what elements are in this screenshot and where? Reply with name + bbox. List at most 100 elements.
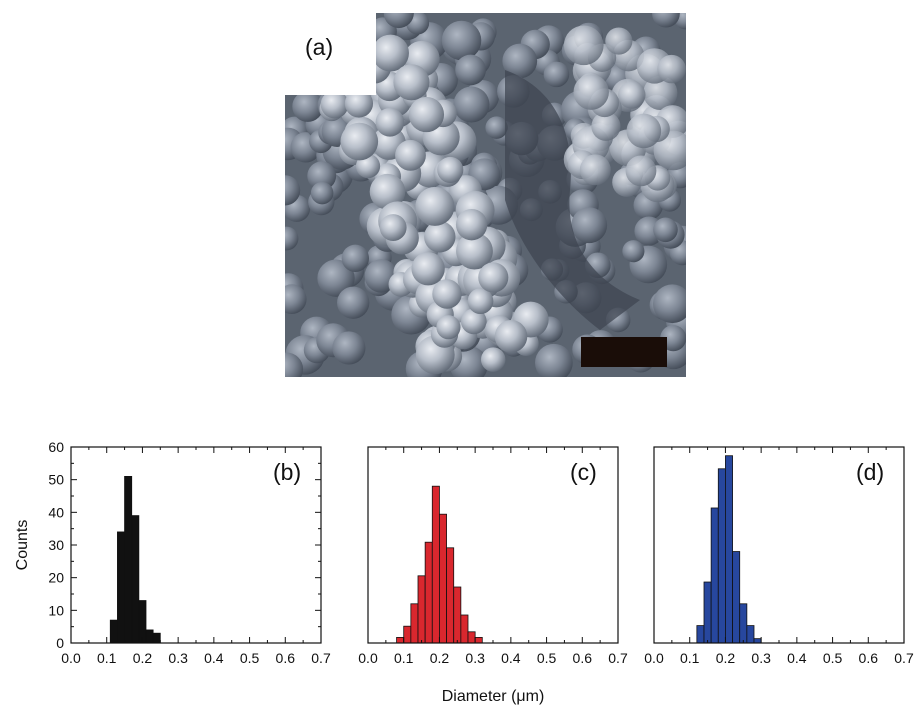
sem-particle bbox=[467, 288, 494, 315]
sem-particle bbox=[455, 208, 488, 241]
sem-particle bbox=[455, 54, 486, 86]
y-tick-label: 0 bbox=[56, 635, 64, 651]
sem-particle bbox=[395, 139, 426, 171]
histogram-c: 0.0 0.1 0.2 0.3 0.4 0.5 0.6 0.7 (c) bbox=[358, 446, 628, 666]
x-tick-label: 0.2 bbox=[716, 650, 736, 666]
x-tick-label: 0.6 bbox=[859, 650, 879, 666]
sem-particle bbox=[605, 27, 633, 55]
x-tick-label: 0.6 bbox=[276, 650, 296, 666]
sem-particle bbox=[344, 89, 374, 118]
x-tick-label: 0.1 bbox=[680, 650, 700, 666]
sem-particle bbox=[478, 262, 509, 293]
histogram-bar bbox=[753, 638, 762, 644]
histogram-bar bbox=[138, 600, 147, 644]
histogram-bar bbox=[703, 581, 712, 644]
x-tick-label: 0.0 bbox=[358, 650, 378, 666]
x-tick-label: 0.1 bbox=[97, 650, 117, 666]
sem-particle bbox=[674, 13, 686, 30]
histogram-bar bbox=[696, 625, 705, 644]
histogram-bar bbox=[131, 515, 140, 644]
sem-particle bbox=[415, 186, 455, 226]
sem-particle bbox=[625, 155, 657, 187]
sem-particles bbox=[285, 13, 686, 377]
x-tick-label: 0.5 bbox=[823, 650, 843, 666]
sem-particle bbox=[369, 173, 406, 210]
x-tick-label: 0.4 bbox=[204, 650, 224, 666]
histogram-bar bbox=[446, 547, 455, 644]
histogram-bar bbox=[145, 629, 154, 644]
sem-particle bbox=[436, 315, 461, 340]
x-tick-label: 0.4 bbox=[787, 650, 807, 666]
sem-particle bbox=[332, 331, 366, 365]
x-tick-label: 0.7 bbox=[608, 650, 628, 666]
sem-particle bbox=[653, 130, 686, 171]
x-tick-label: 0.7 bbox=[894, 650, 914, 666]
histogram-b: 0.0 0.1 0.2 0.3 0.4 0.5 0.6 0.7 0 10 20 30 40 50 60 (b) bbox=[48, 439, 331, 666]
sem-particle bbox=[307, 161, 337, 191]
sem-particle bbox=[441, 20, 482, 61]
histogram-bar bbox=[732, 551, 741, 644]
sem-particle bbox=[337, 286, 370, 319]
x-tick-label: 0.4 bbox=[501, 650, 521, 666]
panel-label: (b) bbox=[273, 459, 301, 485]
histogram-bar bbox=[403, 625, 412, 644]
sem-particle bbox=[618, 81, 646, 109]
sem-particle bbox=[502, 43, 538, 79]
panel-label: (d) bbox=[856, 459, 884, 485]
x-tick-label: 0.6 bbox=[573, 650, 593, 666]
sem-particle bbox=[341, 244, 370, 273]
histogram-bar bbox=[417, 575, 426, 644]
sem-particle bbox=[535, 343, 573, 377]
panel-label: (c) bbox=[570, 459, 597, 485]
x-tick-label: 0.5 bbox=[240, 650, 260, 666]
sem-particle bbox=[393, 64, 430, 101]
sem-particle bbox=[372, 34, 409, 72]
x-tick-label: 0.2 bbox=[430, 650, 450, 666]
sem-particle bbox=[643, 75, 678, 111]
sem-particle bbox=[424, 221, 456, 253]
x-tick-label: 0.2 bbox=[133, 650, 153, 666]
sem-particle bbox=[579, 154, 611, 186]
sem-particle bbox=[460, 308, 487, 335]
histogram-bar bbox=[410, 603, 419, 644]
sem-particle bbox=[383, 13, 414, 29]
sem-particle bbox=[379, 214, 407, 241]
sem-particle bbox=[375, 108, 405, 137]
sem-particle bbox=[573, 74, 609, 110]
sem-particle bbox=[657, 54, 686, 84]
sem-particle bbox=[285, 352, 304, 377]
sem-particle bbox=[408, 96, 445, 133]
sem-particle bbox=[453, 86, 490, 123]
y-tick-label: 40 bbox=[48, 504, 64, 520]
sem-particle bbox=[310, 181, 334, 205]
panel-a-label: (a) bbox=[305, 34, 333, 60]
x-tick-label: 0.5 bbox=[537, 650, 557, 666]
x-tick-label: 0.3 bbox=[168, 650, 188, 666]
histogram-bar bbox=[710, 507, 719, 644]
scale-bar bbox=[581, 337, 667, 367]
y-tick-label: 50 bbox=[48, 472, 64, 488]
histogram-bar bbox=[431, 485, 440, 644]
sem-particle bbox=[292, 90, 324, 122]
sem-particle bbox=[285, 284, 307, 315]
histogram-bar bbox=[746, 625, 755, 644]
x-tick-label: 0.1 bbox=[394, 650, 414, 666]
sem-particle bbox=[653, 217, 678, 243]
sem-particle bbox=[622, 240, 645, 263]
sem-particle bbox=[652, 284, 686, 324]
sem-particle bbox=[340, 122, 379, 161]
histogram-bar bbox=[725, 455, 733, 644]
sem-particle bbox=[317, 259, 355, 297]
y-tick-label: 10 bbox=[48, 602, 64, 618]
histogram-bar bbox=[117, 531, 125, 644]
sem-particle bbox=[411, 252, 445, 286]
y-tick-label: 30 bbox=[48, 537, 64, 553]
y-tick-label: 60 bbox=[48, 439, 64, 455]
x-tick-label: 0.0 bbox=[644, 650, 664, 666]
sem-particle bbox=[571, 207, 608, 244]
histogram-bar bbox=[739, 603, 748, 644]
sem-particle bbox=[591, 111, 621, 141]
histogram-bar bbox=[453, 586, 462, 644]
histogram-bar bbox=[717, 468, 726, 644]
